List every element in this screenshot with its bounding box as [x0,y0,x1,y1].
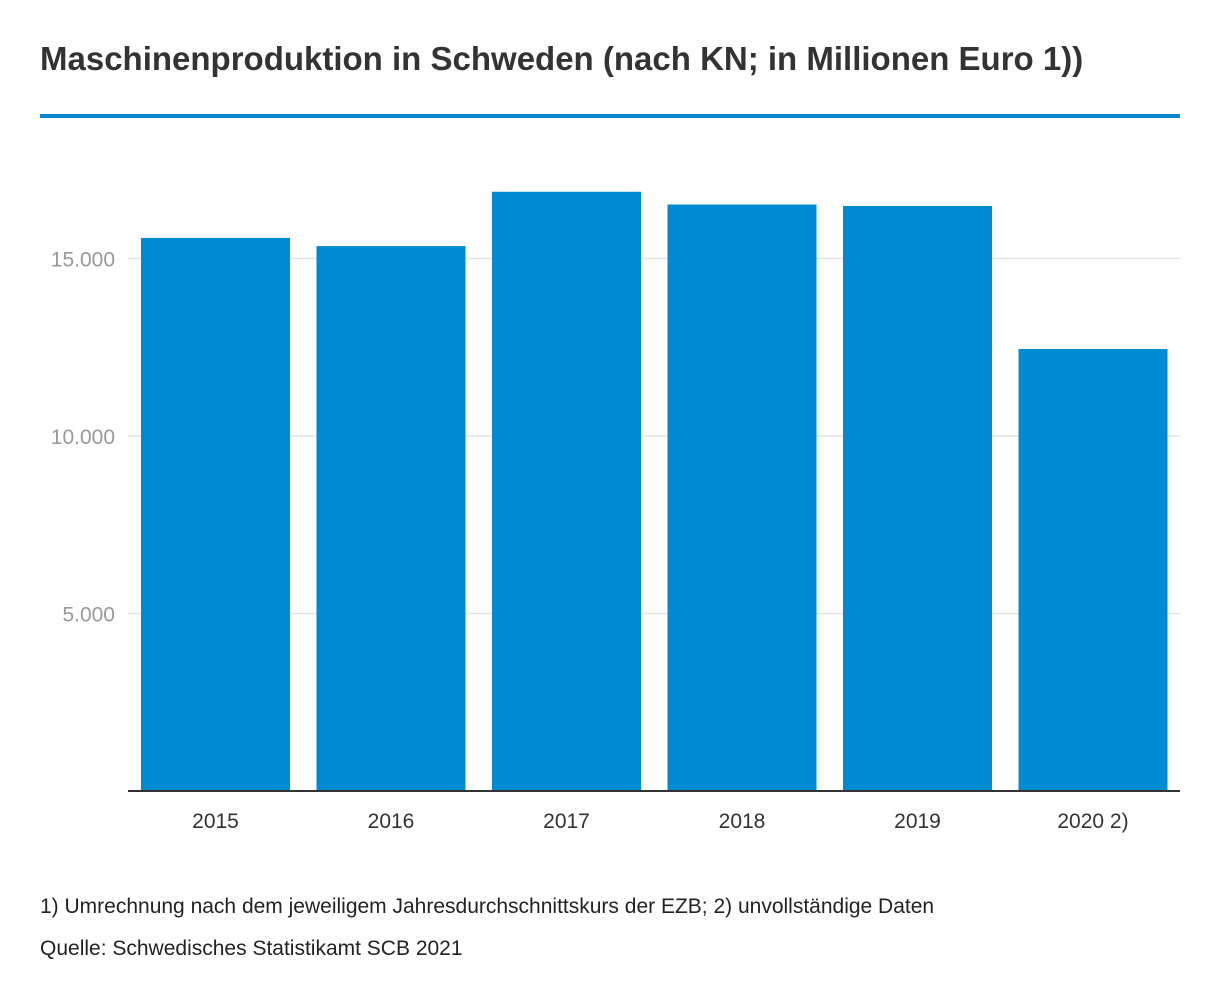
bar [492,191,641,791]
y-tick-label: 5.000 [62,604,115,627]
bar [1018,349,1168,791]
bar [667,204,817,792]
y-tick-label: 10.000 [51,426,115,449]
x-tick-label: 2019 [894,810,941,833]
x-tick-label: 2020 2) [1057,810,1128,833]
x-tick-label: 2017 [543,810,590,833]
footnotes: 1) Umrechnung nach dem jeweiligem Jahres… [40,886,934,970]
footnote-text: 1) Umrechnung nach dem jeweiligem Jahres… [40,895,935,918]
bar-chart: 5.000 10.000 15.000 2015 2016 2017 2018 2019 202… [51,191,1180,833]
y-tick-label: 15.000 [51,249,115,272]
x-tick-label: 2016 [368,810,415,833]
bar [141,237,290,791]
title-divider [40,114,1180,118]
source-text: Quelle: Schwedisches Statistikamt SCB 20… [40,937,463,960]
x-tick-label: 2018 [719,810,766,833]
x-tick-label: 2015 [192,810,239,833]
bar [843,205,992,791]
chart-title: Maschinenproduktion in Schweden (nach KN… [40,40,1084,77]
bar [316,246,466,791]
